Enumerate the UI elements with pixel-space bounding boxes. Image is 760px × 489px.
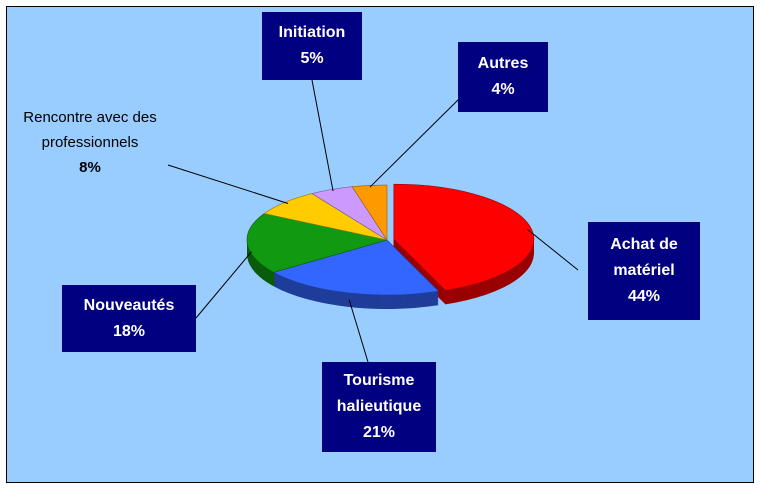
category-label: Autres [477,55,529,72]
slice-label: Autres 4% [458,42,548,112]
slice-label: Achat de matériel 44% [588,222,700,320]
slice [351,184,388,242]
leader-line [526,228,579,271]
slice [393,183,535,291]
category-label: Nouveautés [83,296,175,314]
slice [246,213,388,273]
slice-label: Rencontre avec des professionnels 8% [12,86,168,198]
leader-line [348,299,369,363]
slice [272,239,440,296]
leader-line [311,79,334,192]
value-label: 18% [112,322,146,340]
category-label: Rencontre avec des professionnels [23,108,157,151]
leader-line [167,164,289,204]
slice-label: Nouveautés 18% [62,285,196,352]
category-label: Achat de matériel [610,236,678,279]
value-label: 21% [362,424,396,441]
leader-line [369,97,461,188]
value-label: 4% [491,81,515,98]
value-label: 44% [627,288,661,305]
slice-label: Tourisme halieutique 21% [322,362,436,452]
category-label: Initiation [278,24,346,41]
value-label: 8% [79,158,101,176]
slice-label: Initiation 5% [262,12,362,80]
leader-line [195,251,252,319]
value-label: 5% [300,50,324,67]
category-label: Tourisme halieutique [336,372,422,415]
